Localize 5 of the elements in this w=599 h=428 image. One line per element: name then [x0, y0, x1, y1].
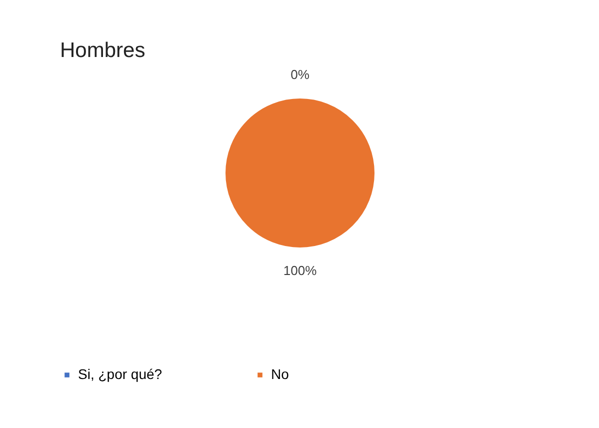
legend-label: Si, ¿por qué?: [78, 366, 162, 382]
chart-title: Hombres: [60, 39, 146, 62]
legend-label: No: [271, 366, 290, 382]
text: 0%: [290, 67, 310, 82]
data-label: 100%: [283, 263, 318, 278]
